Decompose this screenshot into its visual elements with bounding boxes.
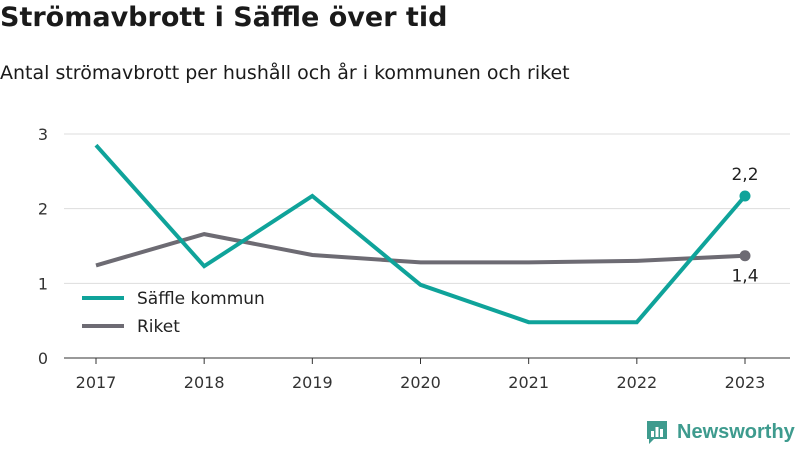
x-tick-label: 2018 [184,373,225,392]
data-label: 2,2 [731,165,758,185]
x-tick-label: 2021 [508,373,549,392]
series-line [95,232,746,268]
series-line [94,143,747,325]
bar-chart-logo-icon [647,421,667,444]
y-tick-label: 2 [38,200,48,219]
legend-label: Riket [137,317,180,337]
x-tick-label: 2019 [292,373,333,392]
y-tick-label: 3 [38,125,48,144]
brand-name: Newsworthy [677,420,795,443]
x-tick-label: 2020 [400,373,441,392]
brand-logo: Newsworthy [645,419,795,445]
chart-subtitle: Antal strömavbrott per hushåll och år i … [0,62,570,84]
chart-title: Strömavbrott i Säffle över tid [0,2,448,33]
data-label: 1,4 [731,267,758,287]
y-tick-label: 0 [38,349,48,368]
series-end-marker [739,190,751,202]
x-tick-label: 2022 [616,373,657,392]
legend-label: Säffle kommun [137,289,265,309]
series-end-marker [739,250,751,262]
x-tick-label: 2017 [76,373,117,392]
x-tick-label: 2023 [725,373,766,392]
y-tick-label: 1 [38,274,48,293]
